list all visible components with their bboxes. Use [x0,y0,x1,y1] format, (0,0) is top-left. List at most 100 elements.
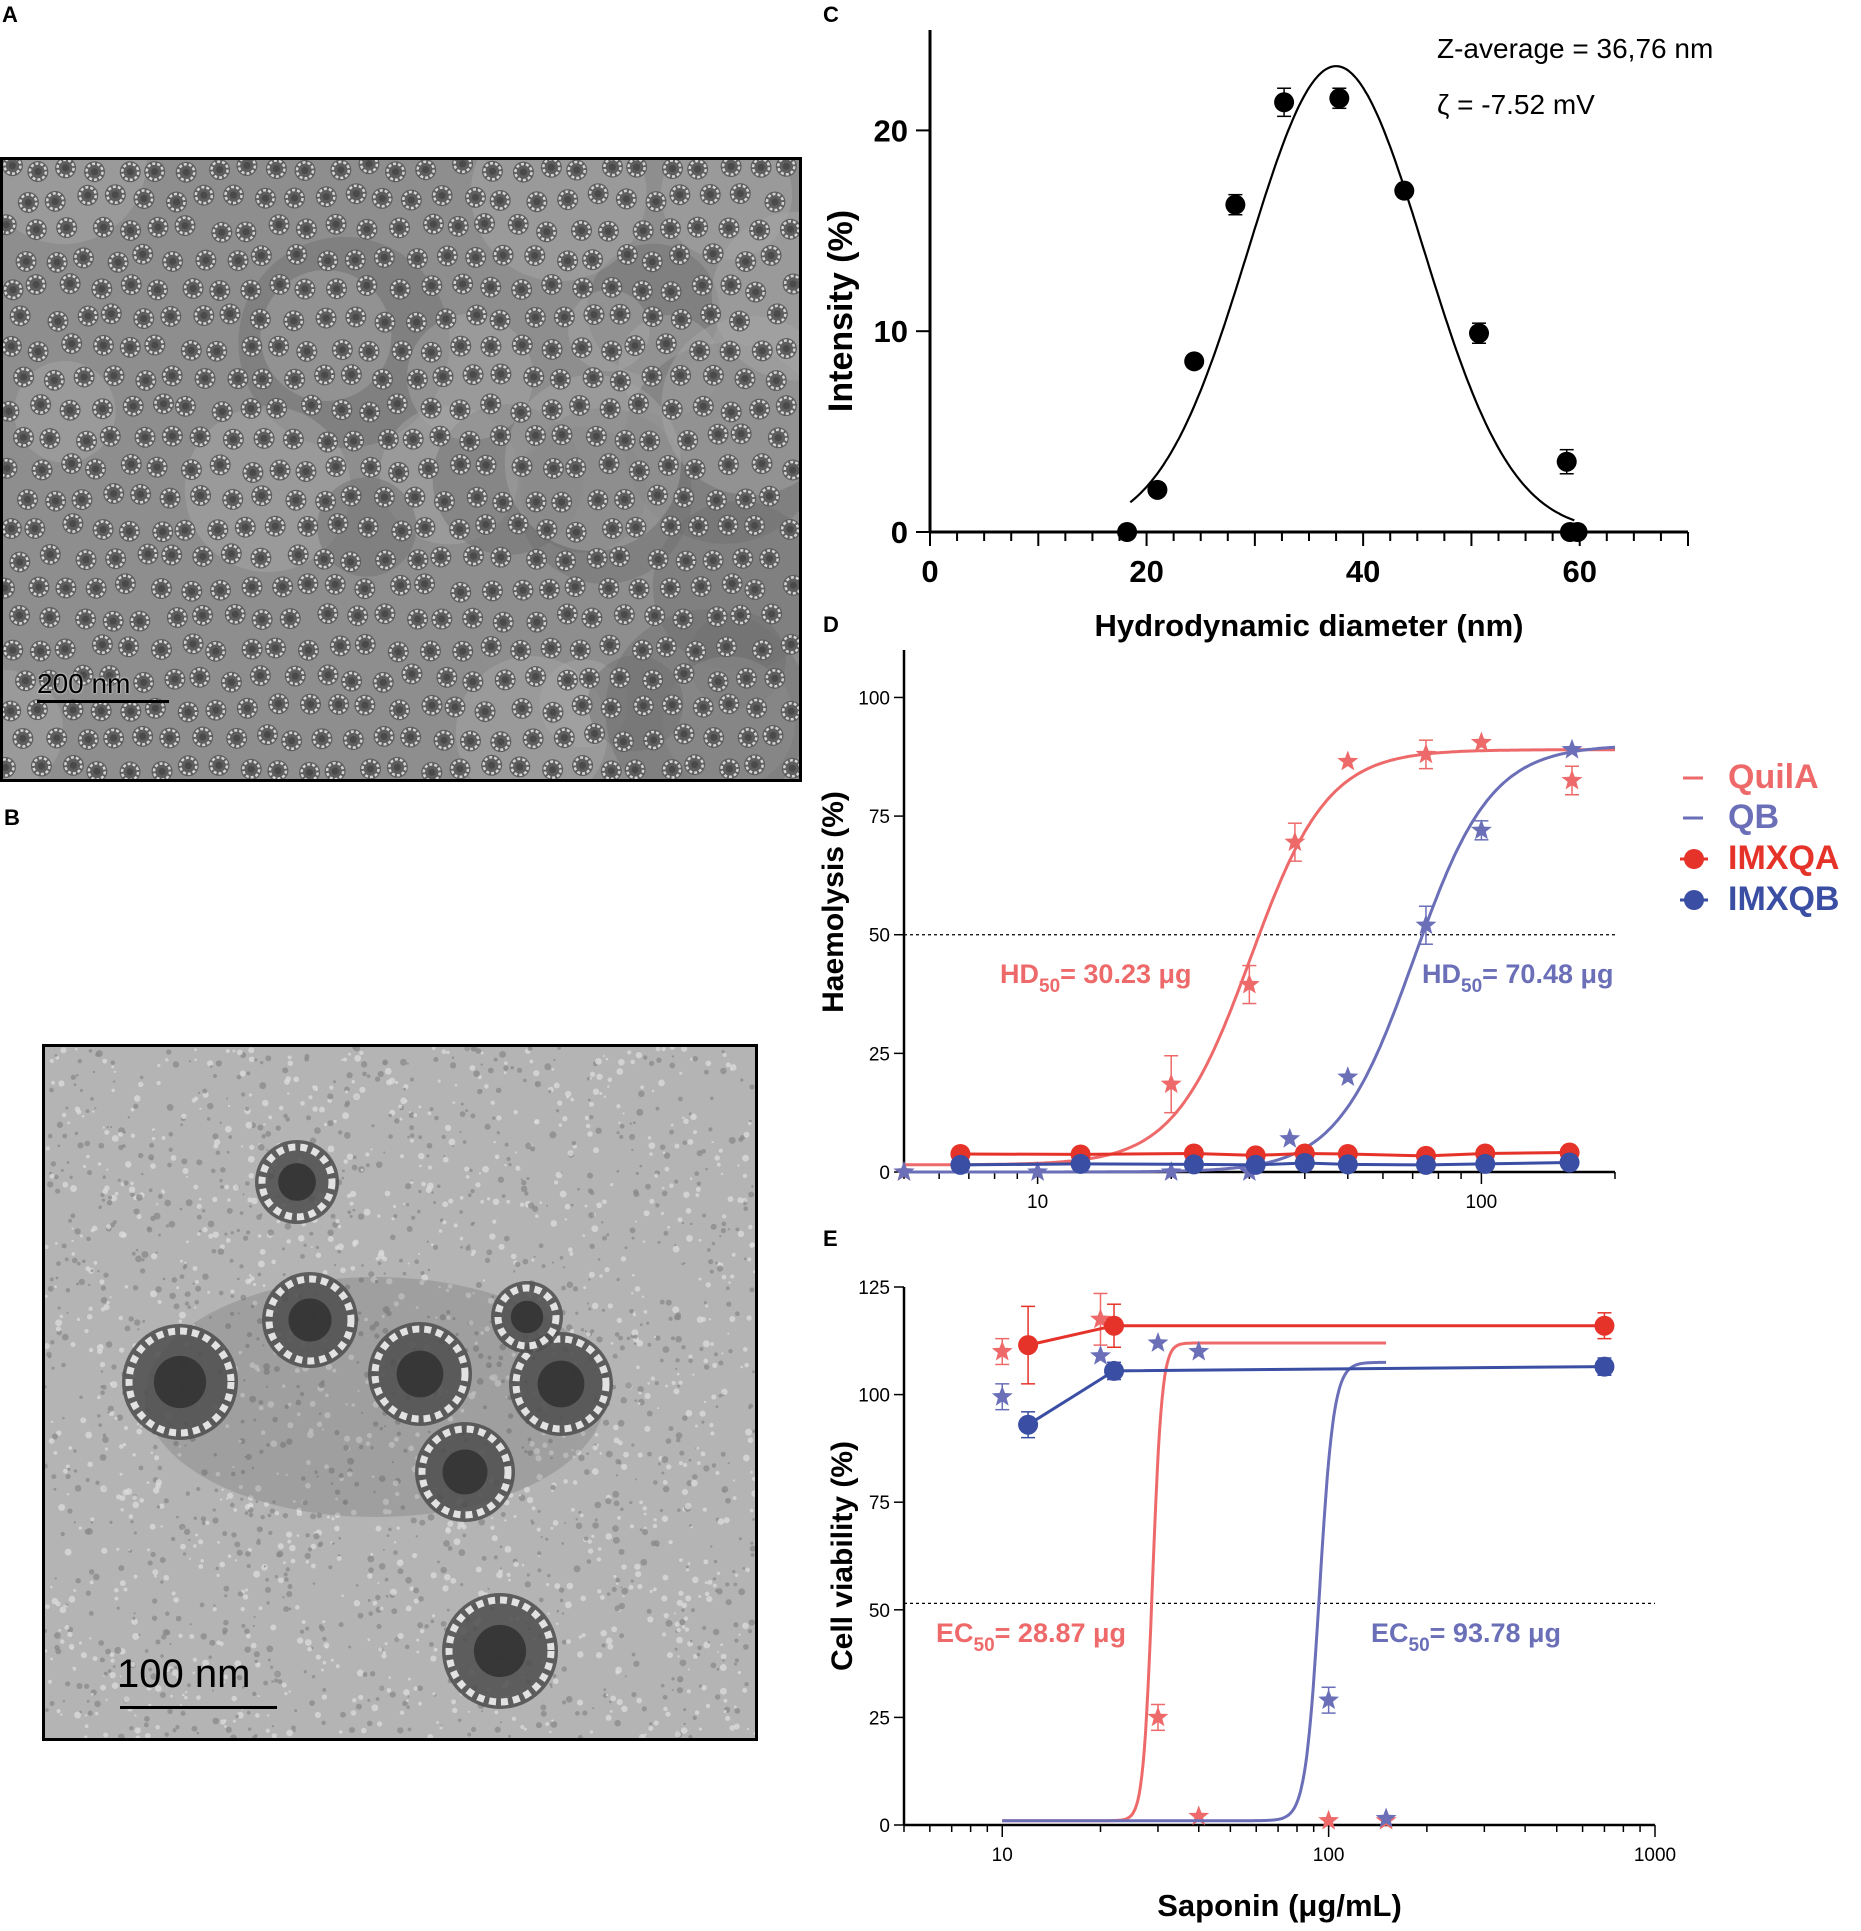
particle-core [215,761,223,769]
particle-cage [133,727,152,746]
particle-cage [134,309,153,328]
particle-cage [703,551,723,570]
particle-cage [108,253,128,272]
particle-cage [415,574,434,594]
y-tick-label: 100 [858,688,890,709]
particle-core [109,617,117,625]
chart-d: 10 100 0 25 50 75 100 Haemolysis (%) HD50= 30.23… [817,650,1616,1213]
particle-cage [145,162,164,181]
particle-cage [777,339,796,358]
particle-core [248,645,256,653]
particle-cage [737,668,756,688]
particle-cage [3,640,23,660]
particle-cage [392,341,412,361]
particle-cage [3,215,16,234]
particle-cage [615,431,635,450]
particle-cage [588,490,608,510]
particle-cage [633,281,652,300]
y-tick-label: 100 [858,1386,890,1407]
particle-core [497,738,505,746]
particle-core [292,496,300,504]
tem-b-grain [232,1719,236,1723]
particle-core [182,168,190,176]
particle-core [99,526,107,534]
tem-b-grain [508,1162,512,1167]
tem-a-patch [662,656,795,779]
particle-cage [29,577,49,597]
particle-cage [512,699,532,718]
particle-cage [182,460,201,479]
particle-core [396,706,404,714]
particle-core [365,160,373,168]
tem-b-grain [619,1134,624,1140]
particle-core [46,614,54,622]
particle-core [363,282,371,290]
particle-core [426,647,434,655]
tem-b-grain [515,1151,518,1154]
particle-core [697,583,705,591]
tem-b-grain [559,1598,564,1603]
particle-cage [453,274,472,294]
particle-core [324,438,332,446]
particle-core [469,614,477,622]
particle-cage [79,730,98,749]
particle-cage [228,369,248,388]
particle-cage [210,160,229,179]
tem-b-grain [255,1500,259,1503]
particle-cage [738,728,758,747]
particle-core [168,432,176,440]
particle-cage [74,367,94,387]
tem-b-grain [244,1628,250,1634]
x-axis-label: Saponin (μg/mL) [1157,1888,1402,1923]
particle-cage [28,162,48,181]
particle-cage [481,337,501,356]
tem-b-grain [553,1678,559,1685]
particle-core [50,376,58,384]
particle-core [616,553,624,561]
tem-b-grain [475,1566,482,1573]
data-point-quila [1188,1805,1210,1826]
particle-core [499,618,507,626]
particle-cage [251,666,270,685]
particle-cage [176,162,196,182]
particle-cage [475,214,494,233]
particle-core [543,228,551,236]
y-tick-label: 0 [879,1163,890,1184]
particle-cage [783,759,799,778]
particle-core [258,615,266,623]
particle-cage [767,371,786,390]
particle-cage [405,487,425,507]
particle-cage [643,252,662,272]
particle-cage [627,160,646,177]
tem-b-grain [464,1166,470,1172]
tem-b-grain [103,1272,109,1278]
tem-b-grain [50,1657,53,1661]
tem-b-grain [70,1213,76,1219]
tem-b-grain [550,1721,558,1728]
particle-cage [120,762,140,779]
data-point-imxqb [1559,1152,1580,1173]
particle-cage [241,760,261,779]
particle-core [62,584,70,592]
particle-core [256,315,264,323]
particle-core [517,646,525,654]
data-point-imxqb [1415,1154,1436,1175]
particle-core [438,192,446,200]
tem-b-grain [668,1539,673,1545]
particle-cage [719,694,739,714]
particle-cage [341,552,360,572]
particle-core [499,251,507,259]
tem-b-grain [151,1136,156,1141]
particle-cage [704,366,723,385]
tem-b-grain [287,1422,294,1429]
particle-core [34,348,42,356]
particle-cage [301,694,320,714]
particle-cage [3,758,15,777]
particle-core [19,734,27,742]
particle-core [80,373,88,381]
particle-core [592,432,600,440]
particle-core [772,377,780,385]
tem-b-grain [114,1596,119,1601]
tem-b-grain [744,1682,749,1687]
